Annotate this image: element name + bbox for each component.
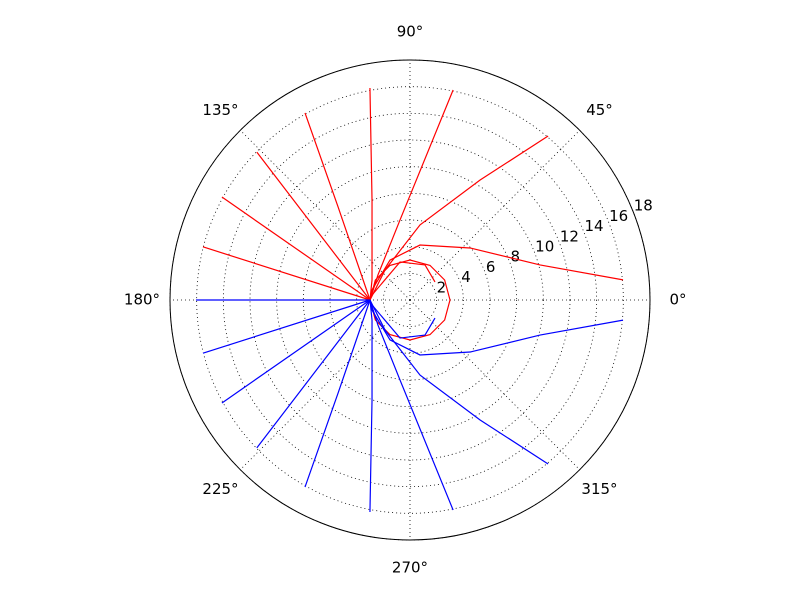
r-tick-label: 14: [584, 217, 603, 235]
r-tick-label: 16: [609, 207, 628, 225]
r-grid-line: [276, 166, 544, 434]
r-tick-label: 6: [486, 258, 496, 276]
field-line: [256, 151, 371, 301]
theta-tick-label: 315°: [581, 480, 617, 498]
r-tick-label: 2: [437, 278, 447, 296]
field-line: [256, 299, 371, 449]
r-grid-line: [302, 192, 518, 408]
theta-grid-line: [240, 299, 411, 470]
r-grid-line: [222, 112, 598, 488]
r-grid-line: [382, 272, 438, 328]
r-grid-line: [356, 246, 464, 354]
theta-tick-label: 270°: [392, 559, 428, 577]
theta-tick-label: 90°: [397, 23, 424, 41]
theta-tick-label: 45°: [586, 101, 613, 119]
field-line: [369, 88, 373, 301]
field-line: [369, 299, 454, 511]
r-grid-line: [196, 86, 624, 514]
field-line: [304, 112, 371, 301]
r-tick-label: 8: [511, 248, 521, 266]
field-line: [371, 304, 436, 339]
plot-frame: [169, 59, 651, 541]
field-line: [369, 299, 549, 465]
field-line: [369, 244, 624, 301]
field-line: [369, 299, 373, 512]
theta-tick-label: 0°: [669, 291, 686, 309]
field-line: [221, 299, 371, 404]
r-tick-label: 4: [461, 268, 471, 286]
field-line: [369, 259, 451, 341]
r-tick-label: 12: [560, 227, 579, 245]
theta-grid-line: [240, 130, 411, 301]
field-line: [221, 196, 371, 301]
theta-tick-label: 225°: [202, 480, 238, 498]
theta-tick-label: 135°: [202, 101, 238, 119]
field-line: [202, 299, 371, 354]
field-line: [369, 299, 624, 356]
field-line: [202, 246, 371, 301]
field-line: [304, 299, 371, 488]
r-tick-label: 18: [634, 197, 653, 215]
r-tick-label: 10: [535, 237, 554, 255]
theta-tick-label: 180°: [124, 291, 160, 309]
theta-grid-line: [409, 299, 580, 470]
field-line: [369, 135, 549, 301]
field-line: [371, 261, 436, 296]
theta-grid-line: [409, 130, 580, 301]
